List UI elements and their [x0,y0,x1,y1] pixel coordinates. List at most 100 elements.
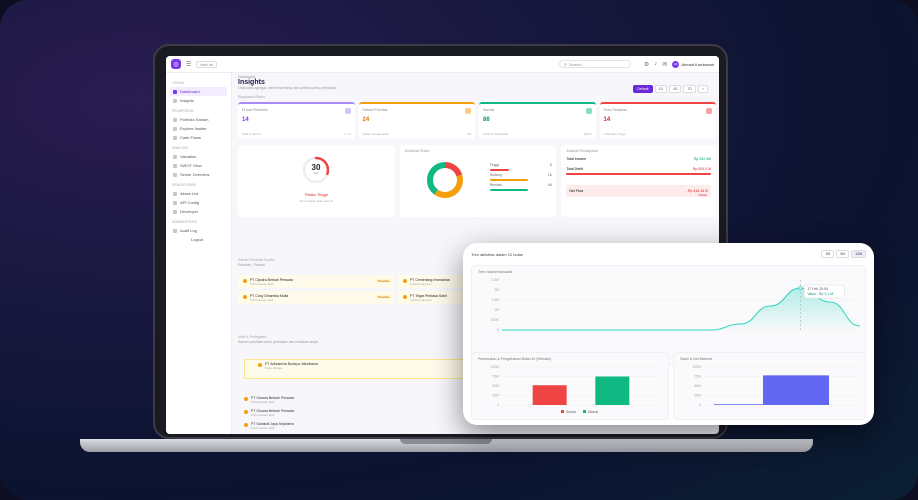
income-chart-card: Pemasukan & Pengeluaran Bulan Ini (Sebul… [471,352,669,420]
gauge-arc [302,156,330,184]
kpi-card[interactable]: Perlu Tindakan 14 7 Berisiko Tinggi [599,102,716,139]
alert-sub: Pemantauan aktif [251,400,275,404]
panel-tab[interactable]: 3M [821,250,835,258]
date-chip[interactable]: Hari ini [196,60,217,68]
sidebar-item-label: SWOT View [180,163,202,168]
period-tab[interactable]: Default [633,85,653,93]
bell-icon[interactable]: ♪ [654,61,658,67]
watch-badge: Prioritas [376,279,392,283]
gauge-sub: Skor tingkat risiko saat ini [299,199,334,203]
bar[interactable] [532,385,567,405]
income-chart-title: Pemasukan & Pengeluaran Bulan Ini (Sebul… [478,357,552,361]
bar[interactable] [714,404,794,405]
finance-title: Analisis Pendapatan [566,149,599,153]
kpi-row: Di luar Portofolio 14 Naik 2 Hari Ini 4 ↑ 2… [238,102,716,139]
kpi-footnote: Aman & Terkendali [483,132,509,136]
balance-chart-title: Saldo & Net Balance [680,357,713,361]
finance-label: Total Income [566,157,587,161]
alert-name: PT Gusara Berkah Persada [251,396,294,400]
laptop-base [80,439,813,452]
watch-item[interactable]: PT Cosy Dinamika Mulia Pemantauan aktif Pr… [238,291,394,304]
period-tabs: Default 1D 4D 7D > [633,85,708,93]
alert-item[interactable]: PT Adiwisesta Budaya Jatiwibawa Perlu dit… [258,362,318,370]
alert-sub: Pemantauan aktif [251,413,275,417]
sidebar-item-icon [173,209,177,214]
sidebar-item[interactable]: Developer [170,207,227,216]
sidebar-item[interactable]: Sector Overview [170,170,227,179]
sidebar-item-icon [173,135,177,140]
kpi-card[interactable]: Normal 86 Aman & Terkendali 100% [479,102,596,139]
sidebar-item[interactable]: API Config [170,198,227,207]
chat-icon[interactable]: ✉ [662,61,668,68]
user-menu[interactable]: AK Ahmad Kurniawan [672,60,714,68]
app-logo-icon[interactable]: ◎ [171,59,181,69]
period-tab[interactable]: 4D [668,85,682,93]
menu-icon[interactable]: ☰ [186,61,192,68]
alert-item[interactable]: PT Gusara Berkah Persada Pemantauan aktif [244,396,294,404]
legend-label: Rendah [489,183,502,187]
watch-item-sub: Pemantauan aktif [250,282,274,286]
kpi-label: Normal [483,108,495,112]
y-tick-label: 2M [494,288,499,292]
y-tick-label: 2.5M [491,278,499,282]
period-tab[interactable]: > [697,85,708,93]
data-point[interactable] [798,286,803,290]
watch-item-text: PT Cemerlang Investama Analisis lanjutan [403,278,450,286]
sidebar-item[interactable]: Cash Flows [170,133,227,142]
legend-label: Tinggi [489,163,500,167]
kpi-extra: 100% [583,132,592,136]
top-bar: ◎ ☰ Hari ini ⚲ Search... ⚙ ♪ ✉ AK Ahmad … [166,56,719,73]
kpi-value: 14 [603,117,611,123]
alert-item[interactable]: PT Sahabat Jaya Sejahtera Pemantauan akti… [244,422,294,430]
sidebar-item[interactable]: Explore Insider [170,124,227,133]
legend-bar [489,179,529,181]
watch-item[interactable]: PT Ciputra Berkah Persada Pemantauan akti… [238,275,394,288]
watch-item-sub: Analisis lanjutan [410,282,432,286]
bar[interactable] [595,376,630,406]
alert-dot [244,397,248,401]
sidebar-item[interactable]: Audit Log [170,226,227,235]
kpi-footnote: Naik 2 Hari Ini [242,132,261,136]
donut-segment [426,162,463,198]
logout-button[interactable]: Logout [188,235,227,244]
legend-swatch [583,410,586,413]
sidebar-item[interactable]: Portfolio Saham [170,115,227,124]
sidebar-item[interactable]: Dashboard [170,87,227,96]
sidebar-item[interactable]: Insights [170,96,227,105]
kpi-icon [706,108,712,114]
watch-status-dot [403,295,407,299]
sidebar-item-label: Dashboard [180,89,200,94]
sidebar-item[interactable]: SWOT View [170,161,227,170]
kpi-section-label: Ringkasan Risiko [238,95,266,99]
distribution-title: Distribusi Risiko [404,149,430,153]
watch-item-sub: Pemantauan aktif [250,298,274,302]
kpi-extra: 7/8 [466,132,471,136]
sidebar-item[interactable]: Akses List [170,189,227,198]
y-tick-label: 0 [497,403,499,407]
watchlist-section: Saham Prioritas Terpilih [238,258,275,262]
sidebar-item[interactable]: Valuation [170,152,227,161]
search-input[interactable]: ⚲ Search... [558,60,631,68]
main-content: Dashboard Insights Lihat data agregat, a… [238,75,716,434]
settings-icon[interactable]: ⚙ [643,61,650,68]
bar[interactable] [763,375,829,405]
period-tab[interactable]: 7D [683,85,696,93]
distribution-legend-item: Rendah 46 [490,183,552,187]
user-name: Ahmad Kurniawan [681,61,714,67]
period-tab[interactable]: 1D [654,85,667,93]
panel-tab[interactable]: 12M [851,250,866,258]
alert-sub: Pemantauan aktif [251,426,275,430]
alerts-section: Alert & Peringatan [238,335,267,339]
panel-tab[interactable]: 6M [836,250,850,258]
sidebar-item-label: Portfolio Saham [180,117,209,122]
sidebar-item-label: Developer [180,209,199,214]
kpi-card[interactable]: Di luar Portofolio 14 Naik 2 Hari Ini 4 ↑ 2 [238,102,355,139]
watch-item-content: PT Ciputra Berkah Persada Pemantauan akti… [250,278,293,286]
watch-item-content: PT Cemerlang Investama Analisis lanjutan [410,278,450,286]
kpi-card[interactable]: Saham Prioritas 24 Dalam pengawasan 7/8 [358,102,475,139]
alert-item[interactable]: PT Gusara Berkah Persada Pemantauan aktif [244,409,294,417]
gauge-label: Risiko Tinggi [304,192,328,197]
alert-name: PT Gusara Berkah Persada [251,409,294,413]
breadcrumb[interactable]: Dashboard [238,75,256,79]
alert-content: PT Adiwisesta Budaya Jatiwibawa Perlu dit… [265,362,318,370]
